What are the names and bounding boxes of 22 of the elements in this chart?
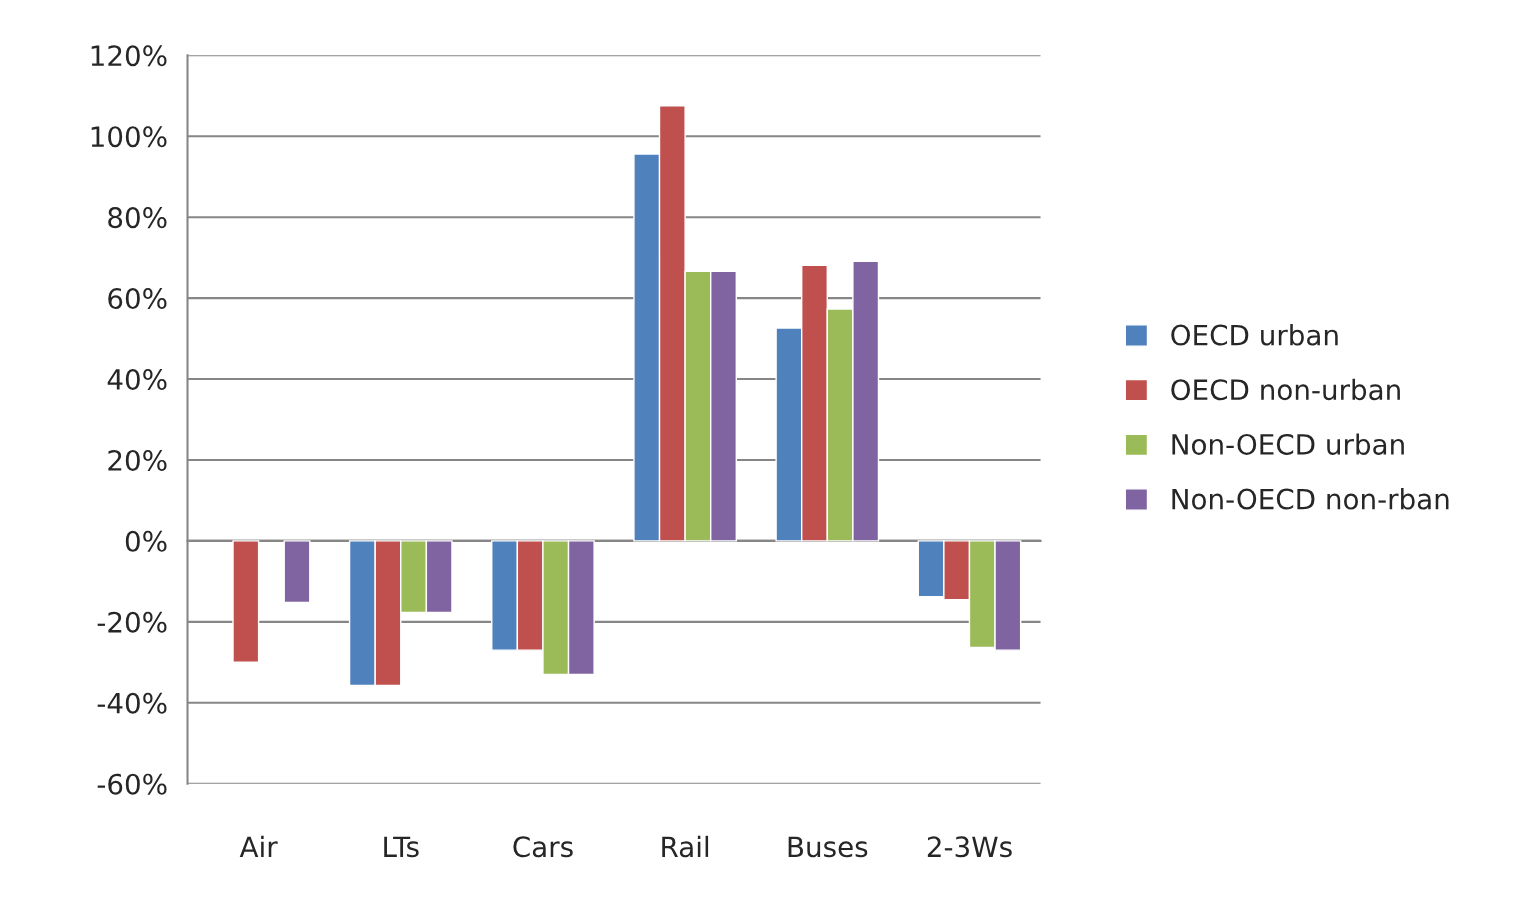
legend-label: Non-OECD urban — [1172, 433, 1404, 455]
x-tick-label: Cars — [513, 836, 573, 858]
y-tick-label: 80% — [108, 207, 167, 229]
y-tick-label: 40% — [107, 368, 167, 390]
y-tick-label: 60% — [108, 288, 167, 310]
y-tick-label: -60% — [97, 773, 167, 795]
x-tick-label: Buses — [788, 836, 868, 858]
y-tick-label: 20% — [108, 449, 167, 471]
y-tick-label: 0% — [125, 530, 167, 552]
x-tick-label: Rail — [662, 835, 709, 858]
y-tick-label: 100% — [91, 126, 167, 148]
x-tick-label: LTs — [384, 836, 419, 858]
y-tick-label: -20% — [97, 611, 167, 633]
y-tick-label: -40% — [97, 692, 167, 714]
x-tick-label: Air — [239, 835, 278, 857]
legend-label: Non-OECD non-rban — [1172, 488, 1449, 510]
bar — [232, 540, 260, 663]
bar — [283, 540, 311, 604]
y-tick-label: 120% — [91, 45, 167, 67]
legend-label: OECD non-urban — [1171, 378, 1400, 401]
legend-label: OECD urban — [1171, 324, 1338, 346]
x-tick-label: 2-3Ws — [927, 836, 1012, 858]
